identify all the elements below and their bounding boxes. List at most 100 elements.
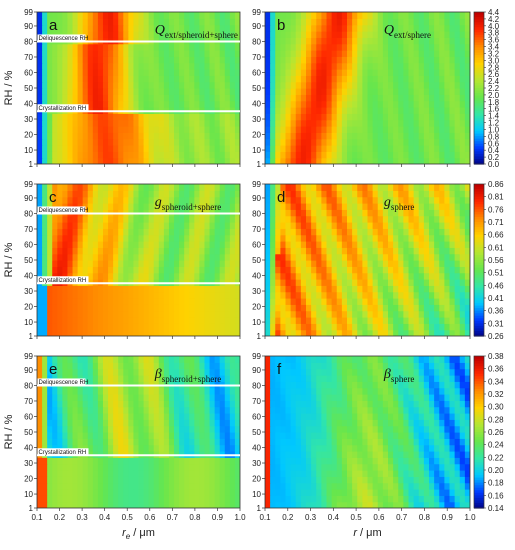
heatmap-cell <box>316 126 322 133</box>
heatmap-cell <box>444 215 451 223</box>
heatmap-cell <box>102 362 109 370</box>
heatmap-cell <box>108 18 114 26</box>
heatmap-cell <box>229 157 236 164</box>
heatmap-cell <box>280 18 287 26</box>
heatmap-cell <box>357 228 363 236</box>
heatmap-cell <box>118 215 124 223</box>
heatmap-cell <box>168 317 175 324</box>
heatmap-cell <box>331 190 338 198</box>
heatmap-cell <box>194 234 200 242</box>
heatmap-cell <box>295 203 302 210</box>
heatmap-cell <box>290 317 297 324</box>
heatmap-cell <box>47 253 53 261</box>
heatmap-cell <box>123 406 129 414</box>
heatmap-cell <box>113 81 119 89</box>
heatmap-cell <box>179 43 185 51</box>
heatmap-cell <box>42 291 48 299</box>
heatmap-cell <box>118 56 124 64</box>
heatmap-cell <box>123 56 129 64</box>
heatmap-cell <box>285 37 292 45</box>
heatmap-cell <box>87 304 94 312</box>
heatmap-cell <box>413 50 420 57</box>
heatmap-cell <box>331 279 338 286</box>
heatmap-cell <box>47 234 53 242</box>
heatmap-cell <box>280 50 287 57</box>
heatmap-cell <box>57 126 63 133</box>
heatmap-cell <box>133 476 140 484</box>
heatmap-cell <box>62 425 69 433</box>
heatmap-cell <box>408 107 415 114</box>
heatmap-cell <box>82 317 89 324</box>
heatmap-cell <box>148 50 155 57</box>
heatmap-cell <box>321 241 328 248</box>
heatmap-cell <box>464 43 470 51</box>
heatmap-cell <box>57 190 63 198</box>
heatmap-cell <box>234 75 240 83</box>
heatmap-cell <box>108 495 114 503</box>
heatmap-cell <box>194 310 200 318</box>
heatmap-cell <box>199 88 206 95</box>
heatmap-cell <box>382 88 389 95</box>
heatmap-cell <box>62 298 69 305</box>
heatmap-cell <box>47 157 53 164</box>
heatmap-cell <box>295 272 302 280</box>
heatmap-cell <box>214 387 221 395</box>
heatmap-cell <box>459 196 466 204</box>
heatmap-cell <box>372 43 379 51</box>
heatmap-cell <box>168 113 175 121</box>
heatmap-cell <box>321 323 328 331</box>
heatmap-cell <box>229 489 236 496</box>
heatmap-cell <box>275 222 281 229</box>
heatmap-cell <box>382 241 389 248</box>
heatmap-cell <box>47 69 53 76</box>
heatmap-cell <box>362 234 369 242</box>
heatmap-cell <box>82 501 89 508</box>
heatmap-cell <box>439 253 445 261</box>
heatmap-cell <box>398 279 404 286</box>
heatmap-cell <box>148 69 155 76</box>
heatmap-cell <box>158 190 165 198</box>
heatmap-cell <box>275 62 281 70</box>
heatmap-cell <box>72 151 79 159</box>
heatmap-cell <box>57 184 63 191</box>
heatmap-cell <box>184 12 190 19</box>
heatmap-cell <box>388 310 394 318</box>
heatmap-cell <box>204 463 211 471</box>
heatmap-cell <box>382 43 389 51</box>
heatmap-cell <box>393 323 399 331</box>
heatmap-cell <box>214 476 221 484</box>
heatmap-cell <box>449 37 456 45</box>
heatmap-cell <box>234 266 240 274</box>
heatmap-cell <box>47 375 53 382</box>
heatmap-cell <box>219 463 226 471</box>
heatmap-cell <box>77 495 84 503</box>
heatmap-cell <box>138 228 145 236</box>
panel-letter-c: c <box>49 189 57 206</box>
heatmap-cell <box>57 463 63 471</box>
heatmap-cell <box>113 438 119 446</box>
heatmap-cell <box>372 190 379 198</box>
heatmap-cell <box>87 228 94 236</box>
heatmap-cell <box>367 253 374 261</box>
heatmap-cell <box>214 69 221 76</box>
heatmap-cell <box>413 260 420 267</box>
heatmap-cell <box>133 482 140 490</box>
heatmap-cell <box>168 291 175 299</box>
heatmap-cell <box>42 419 48 427</box>
heatmap-cell <box>285 291 292 299</box>
heatmap-cell <box>37 241 43 248</box>
heatmap-cell <box>393 31 399 38</box>
heatmap-cell <box>42 234 48 242</box>
heatmap-cell <box>184 457 190 465</box>
heatmap-cell <box>341 31 348 38</box>
heatmap-cell <box>270 310 276 318</box>
heatmap-cell <box>128 222 135 229</box>
heatmap-cell <box>123 495 129 503</box>
heatmap-cell <box>174 489 180 496</box>
heatmap-cell <box>77 406 84 414</box>
heatmap-cell <box>87 457 94 465</box>
heatmap-cell <box>444 253 451 261</box>
heatmap-cell <box>300 253 307 261</box>
heatmap-cell <box>214 50 221 57</box>
heatmap-cell <box>123 310 129 318</box>
